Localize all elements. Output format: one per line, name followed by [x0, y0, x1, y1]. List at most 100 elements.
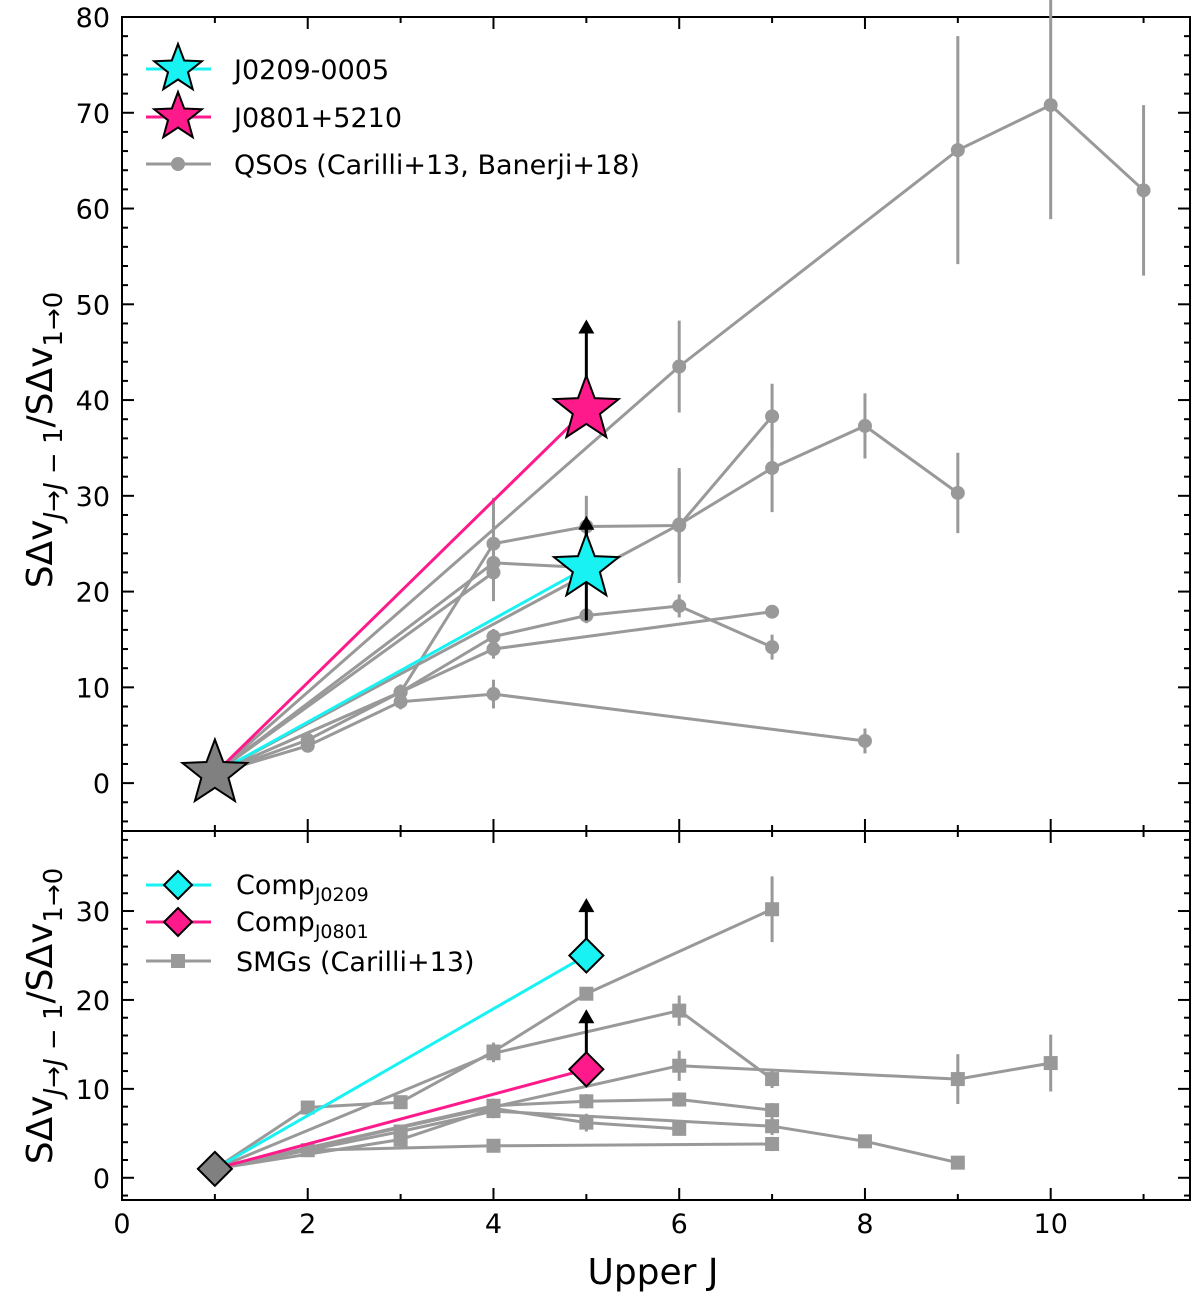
smg-point [950, 1155, 965, 1170]
x-tick-label: 4 [485, 1209, 502, 1240]
smg-point [300, 1100, 315, 1115]
smg-point [486, 1046, 501, 1061]
bottom-y-axis-label: SΔvJ→J − 1/SΔv1→0 [20, 868, 69, 1165]
qso-point [765, 640, 780, 655]
top-legend: J0209-0005 J0801+5210 QSOs (Carilli+13, … [146, 41, 640, 181]
legend-diamond-comp-j0801 [162, 906, 194, 938]
qso-point [393, 685, 408, 700]
smg-point [672, 1003, 687, 1018]
smg-point [765, 1072, 780, 1087]
smg-point [672, 1058, 687, 1073]
qso-point [950, 485, 965, 500]
qso-point [672, 517, 687, 532]
x-tick-label: 2 [299, 1209, 316, 1240]
top-y-axis-label: SΔvJ→J − 1/SΔv1→0 [20, 292, 69, 589]
y-tick-label: 70 [76, 99, 110, 130]
comparison-series-line [214, 1109, 959, 1171]
x-tick-label: 8 [856, 1209, 873, 1240]
comparison-series-line [214, 907, 773, 1171]
target-diamond [567, 937, 605, 974]
qso-point [857, 418, 872, 433]
qso-point [857, 733, 872, 748]
legend-label-qsos: QSOs (Carilli+13, Banerji+18) [234, 150, 640, 181]
smg-point [486, 1101, 501, 1116]
smg-point [950, 1072, 965, 1087]
y-tick-label: 10 [76, 673, 110, 704]
limit-arrow-head [578, 319, 595, 334]
smg-point [393, 1132, 408, 1147]
smg-point [765, 1103, 780, 1118]
qso-point [765, 409, 780, 424]
target-star [551, 372, 622, 440]
reference-diamond [196, 1150, 234, 1188]
y-tick-label: 30 [76, 897, 110, 928]
x-tick-label: 0 [113, 1209, 130, 1240]
smg-point [672, 1121, 687, 1136]
bottom-legend: CompJ0209 CompJ0801 SMGs (Carilli+13) [146, 869, 475, 978]
legend-square-smgs [171, 954, 185, 968]
smg-point [765, 1119, 780, 1134]
y-tick-label: 80 [76, 3, 110, 34]
qso-point [950, 143, 965, 158]
y-tick-label: 40 [76, 386, 110, 417]
limit-arrow-head [578, 515, 595, 530]
legend-star-j0801 [151, 89, 205, 140]
smg-point [579, 1094, 594, 1109]
comparison-series-line [214, 692, 866, 775]
qso-point [672, 598, 687, 613]
qso-point [393, 694, 408, 709]
qso-point [765, 604, 780, 619]
x-axis-label: Upper J [587, 1252, 718, 1293]
smg-point [300, 1143, 315, 1158]
y-tick-label: 20 [76, 578, 110, 609]
legend-label-j0209: J0209-0005 [232, 55, 389, 86]
x-tick-label: 10 [1034, 1209, 1068, 1240]
legend-circle-qsos [171, 157, 185, 171]
smg-point [579, 1115, 594, 1130]
comparison-series-line [214, 571, 495, 775]
y-tick-label: 0 [93, 1164, 110, 1195]
comparison-series-line [214, 610, 773, 775]
target-diamond [567, 1050, 605, 1088]
limit-arrow-head [578, 1009, 595, 1024]
target-line [214, 1067, 587, 1171]
smg-point [1043, 1056, 1058, 1071]
smg-point [486, 1138, 501, 1153]
limit-arrow-head [578, 898, 595, 913]
smg-point [672, 1092, 687, 1107]
top-panel: 0 10 20 30 40 50 60 70 80 [76, 0, 1191, 832]
reference-star [179, 736, 250, 804]
legend-star-j0209 [151, 41, 205, 92]
qso-point [1043, 98, 1058, 113]
qso-point [1136, 183, 1151, 198]
bottom-panel: 0 2 4 6 8 10 0 10 20 30 [76, 830, 1191, 1240]
y-tick-label: 50 [76, 290, 110, 321]
target-line [214, 566, 588, 775]
y-tick-label: 10 [76, 1075, 110, 1106]
target-line [214, 954, 588, 1171]
qso-point [486, 629, 501, 644]
legend-diamond-comp-j0209 [162, 869, 194, 901]
smg-point [765, 902, 780, 917]
y-tick-label: 0 [93, 769, 110, 800]
legend-label-j0801: J0801+5210 [232, 103, 402, 134]
smg-point [857, 1134, 872, 1149]
target-star [551, 530, 622, 598]
qso-point [486, 642, 501, 657]
qso-point [300, 738, 315, 753]
qso-point [765, 461, 780, 476]
y-tick-label: 20 [76, 986, 110, 1017]
qso-point [672, 359, 687, 374]
smg-point [579, 986, 594, 1001]
legend-label-comp-j0209: CompJ0209 [236, 870, 369, 906]
comparison-series-line [214, 1142, 773, 1171]
y-tick-label: 30 [76, 482, 110, 513]
legend-label-smgs: SMGs (Carilli+13) [236, 947, 475, 978]
x-tick-label: 6 [671, 1209, 688, 1240]
legend-label-comp-j0801: CompJ0801 [236, 907, 369, 943]
smg-point [393, 1095, 408, 1110]
panel-frame [121, 830, 1191, 1201]
qso-point [486, 565, 501, 580]
smg-point [765, 1136, 780, 1151]
